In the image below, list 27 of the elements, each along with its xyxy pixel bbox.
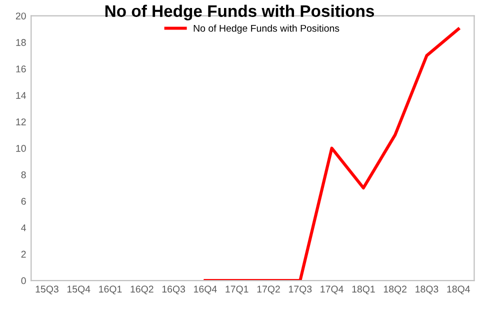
x-tick-label: 15Q3 <box>36 286 58 294</box>
y-tick-label: 14 <box>16 92 26 99</box>
legend-label: No of Hedge Funds with Positions <box>194 24 340 34</box>
y-tick-label: 12 <box>16 118 26 126</box>
y-tick-label: 18 <box>16 39 26 46</box>
y-tick-label: 16 <box>16 66 26 72</box>
y-tick-label: 8 <box>21 171 26 178</box>
x-tick-label: 15Q4 <box>67 286 90 294</box>
x-tick-label: 16Q2 <box>130 286 154 294</box>
y-tick-label: 20 <box>16 12 26 20</box>
y-tick-label: 0 <box>21 277 26 284</box>
x-tick-label: 17Q2 <box>257 286 280 294</box>
x-tick-label: 18Q1 <box>352 286 375 294</box>
x-tick-label: 17Q1 <box>226 286 248 294</box>
y-tick-label: 6 <box>21 198 26 205</box>
x-tick-label: 17Q3 <box>288 286 312 294</box>
y-tick-label: 2 <box>21 250 26 258</box>
y-tick-label: 10 <box>16 144 26 152</box>
y-tick-label: 4 <box>21 224 26 232</box>
x-tick-label: 18Q3 <box>416 286 438 294</box>
x-tick-label: 18Q2 <box>384 286 406 294</box>
x-tick-label: 16Q3 <box>162 286 186 294</box>
x-tick-label: 18Q4 <box>447 286 470 294</box>
chart-title: No of Hedge Funds with Positions <box>105 4 374 20</box>
x-tick-label: 16Q4 <box>194 286 217 294</box>
x-tick-label: 16Q1 <box>99 286 122 294</box>
x-tick-label: 17Q4 <box>320 286 344 294</box>
